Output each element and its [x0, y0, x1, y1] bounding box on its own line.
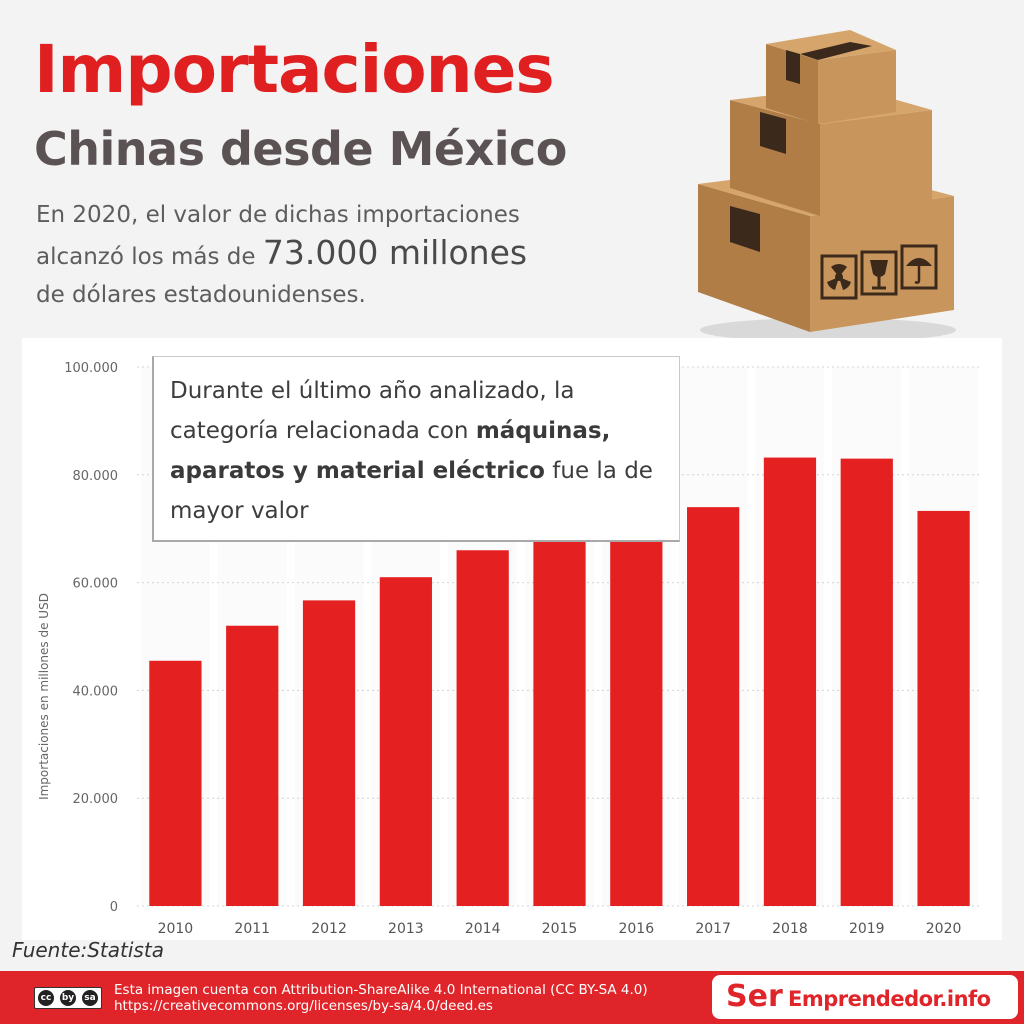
- intro-text: En 2020, el valor de dichas importacione…: [36, 196, 636, 314]
- y-tick-label: 80.000: [73, 469, 119, 484]
- x-tick-label: 2016: [618, 921, 654, 937]
- x-tick-label: 2020: [926, 921, 962, 937]
- callout-box: Durante el último año analizado, la cate…: [152, 356, 680, 542]
- source-label: Fuente:Statista: [12, 938, 164, 962]
- bar: [840, 458, 893, 906]
- intro-line-1: En 2020, el valor de dichas importacione…: [36, 202, 520, 228]
- callout-line-4: mayor valor: [170, 498, 309, 524]
- callout-line-2: categoría relacionada con máquinas,: [170, 411, 671, 451]
- x-tick-label: 2011: [234, 921, 270, 937]
- page-title: Importaciones: [34, 31, 555, 108]
- callout-line-2-text: categoría relacionada con: [170, 418, 476, 444]
- callout-line-3-text: fue la de: [544, 458, 653, 484]
- x-tick-label: 2017: [695, 921, 731, 937]
- brand-logo-ser: Ser: [726, 979, 783, 1014]
- cardboard-boxes-icon: [690, 20, 960, 350]
- bar: [687, 507, 740, 906]
- x-tick-label: 2018: [772, 921, 808, 937]
- bar: [610, 531, 663, 906]
- intro-line-3: de dólares estadounidenses.: [36, 282, 366, 308]
- bar: [533, 530, 586, 906]
- bar: [302, 600, 356, 906]
- fragile-glass-icon: [860, 250, 898, 296]
- y-tick-label: 0: [110, 900, 118, 915]
- cc-icon: cc: [38, 990, 54, 1006]
- license-line-1: Esta imagen cuenta con Attribution-Share…: [114, 982, 648, 998]
- intro-highlight-value: 73.000 millones: [262, 233, 528, 272]
- callout-highlight-2: aparatos y material eléctrico: [170, 458, 545, 484]
- callout-line-1: Durante el último año analizado, la: [170, 378, 575, 404]
- intro-line-2: alcanzó los más de 73.000 millones: [36, 234, 636, 276]
- sa-icon: sa: [82, 990, 98, 1006]
- umbrella-icon: [900, 244, 938, 290]
- callout-line-3: aparatos y material eléctrico fue la de: [170, 451, 671, 491]
- y-tick-label: 40.000: [73, 684, 119, 699]
- radiation-icon: [820, 254, 858, 300]
- brand-logo-domain: Emprendedor.info: [788, 987, 991, 1011]
- intro-line-2-text: alcanzó los más de: [36, 244, 263, 270]
- x-tick-label: 2019: [849, 921, 885, 937]
- y-tick-label: 100.000: [64, 361, 118, 376]
- bar: [226, 625, 279, 906]
- x-tick-label: 2015: [542, 921, 578, 937]
- y-tick-label: 60.000: [73, 577, 119, 592]
- bar: [917, 510, 970, 906]
- x-tick-label: 2012: [311, 921, 347, 937]
- y-tick-label: 20.000: [73, 792, 119, 807]
- bar: [456, 550, 509, 906]
- brand-logo[interactable]: Ser Emprendedor.info: [712, 975, 1018, 1019]
- bar: [763, 457, 817, 906]
- x-tick-label: 2013: [388, 921, 424, 937]
- page-subtitle: Chinas desde México: [34, 122, 567, 176]
- callout-highlight-1: máquinas,: [475, 418, 611, 444]
- x-tick-label: 2010: [158, 921, 194, 937]
- bar: [149, 660, 202, 906]
- y-axis-label: Importaciones en millones de USD: [37, 593, 51, 800]
- license-text: Esta imagen cuenta con Attribution-Share…: [114, 982, 648, 1014]
- license-link[interactable]: https://creativecommons.org/licenses/by-…: [114, 998, 493, 1014]
- cc-license-icon[interactable]: cc by sa: [34, 987, 102, 1009]
- bar: [379, 577, 432, 906]
- footer-bar: cc by sa Esta imagen cuenta con Attribut…: [0, 971, 1024, 1024]
- x-tick-label: 2014: [465, 921, 501, 937]
- by-icon: by: [60, 990, 76, 1006]
